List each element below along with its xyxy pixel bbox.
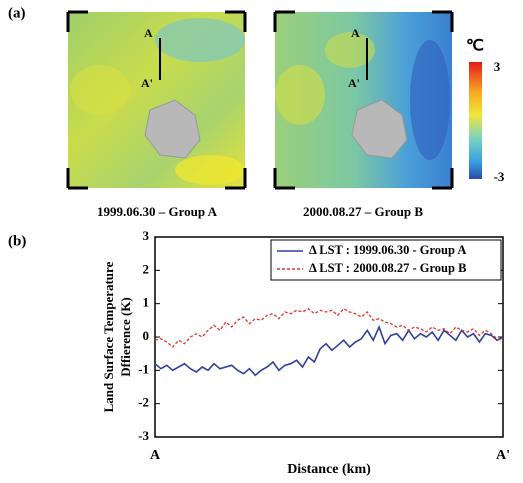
- x-axis-label: Distance (km): [287, 462, 371, 477]
- map-label: A': [141, 76, 153, 90]
- y-tick-label: -2: [138, 395, 149, 410]
- y-axis-label: Dffierence (K): [118, 297, 133, 377]
- y-tick-label: 2: [143, 261, 150, 276]
- map-a: A A': [66, 10, 247, 190]
- y-tick-label: -3: [138, 428, 149, 443]
- map-b: A A': [273, 10, 454, 190]
- y-tick-label: 3: [143, 228, 150, 243]
- map-label: A: [351, 26, 360, 40]
- y-tick-label: 0: [143, 328, 150, 343]
- x-tick-label: A': [496, 448, 510, 463]
- colorbar-tick: -3: [494, 169, 505, 184]
- series-line: [154, 307, 504, 348]
- x-tick-label: A: [150, 448, 161, 463]
- y-axis-label: Land Surface Temperature: [101, 261, 116, 412]
- map-caption: 2000.08.27 – Group B: [303, 204, 423, 219]
- map-label: A: [144, 26, 153, 40]
- y-tick-label: -1: [138, 361, 149, 376]
- colorbar: ℃ 3 -3: [466, 38, 505, 184]
- y-tick-label: 1: [143, 295, 150, 310]
- legend-label: Δ LST : 1999.06.30 - Group A: [309, 243, 466, 257]
- legend-box: [270, 239, 502, 281]
- panel-label: (b): [8, 233, 26, 249]
- series-line: [154, 324, 504, 377]
- legend-label: Δ LST : 2000.08.27 - Group B: [309, 261, 466, 275]
- colorbar-unit: ℃: [466, 38, 484, 55]
- map-label: A': [348, 76, 360, 90]
- map-caption: 1999.06.30 – Group A: [97, 204, 218, 219]
- colorbar-tick: 3: [494, 59, 501, 74]
- panel-label: (a): [8, 5, 26, 21]
